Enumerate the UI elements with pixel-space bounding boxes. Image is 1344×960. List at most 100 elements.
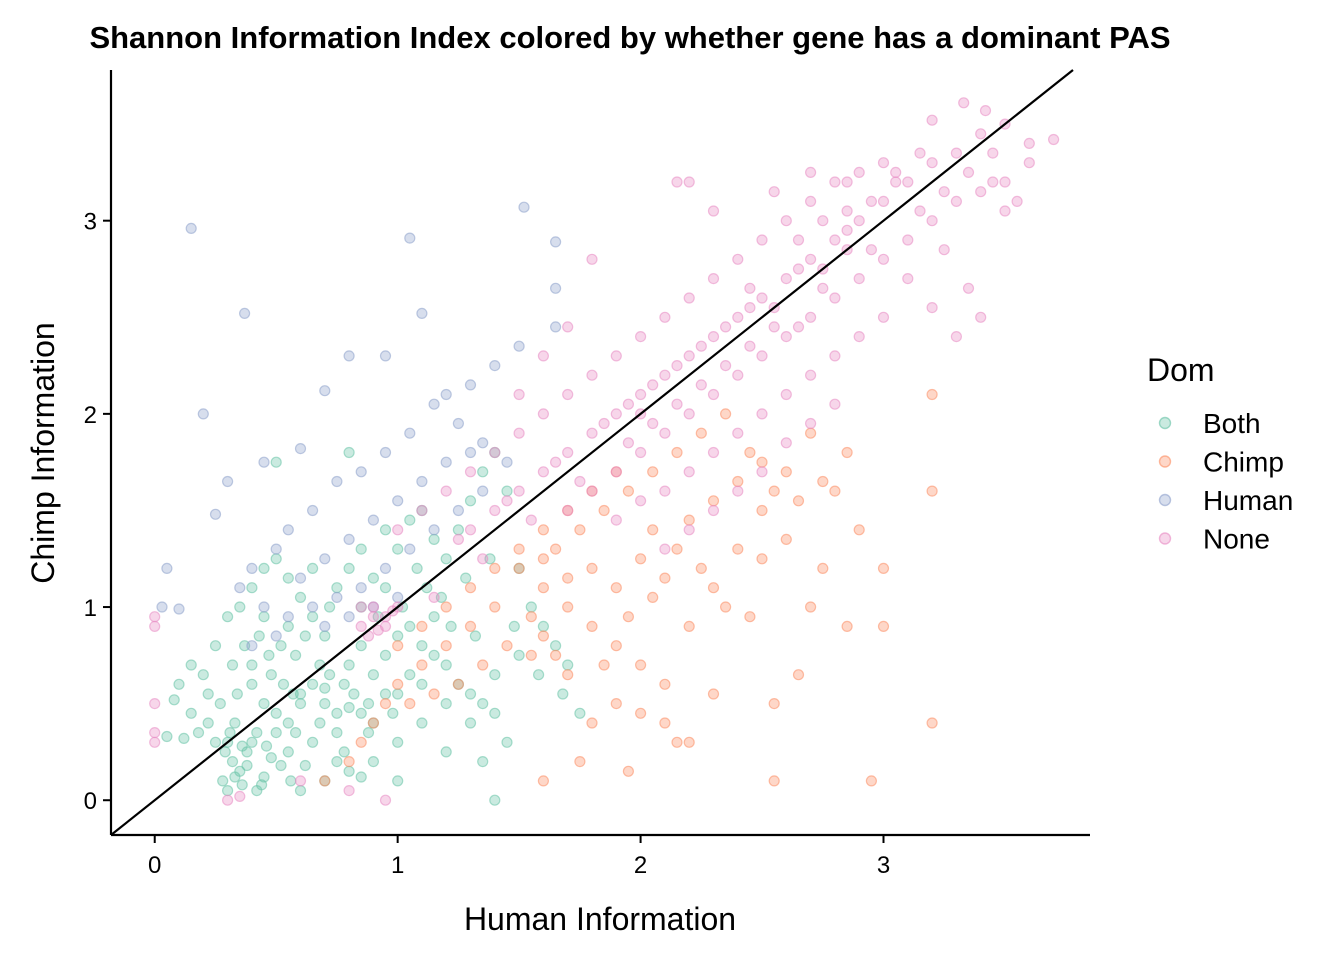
point-human [392, 495, 404, 507]
point-none [622, 437, 635, 449]
point-none [149, 726, 161, 739]
point-none [294, 775, 307, 787]
point-both [275, 640, 287, 652]
point-both [367, 572, 379, 584]
point-chimp [647, 591, 659, 604]
point-both [355, 707, 367, 719]
point-none [372, 624, 384, 636]
legend-item-both: Both [1158, 408, 1261, 439]
point-none [513, 427, 525, 439]
point-both [178, 732, 190, 745]
point-chimp [683, 620, 695, 633]
point-none [634, 446, 647, 459]
point-none [950, 331, 963, 343]
point-none [464, 466, 477, 478]
point-none [999, 205, 1011, 217]
point-both [324, 601, 336, 613]
point-none [877, 311, 890, 323]
point-none [707, 331, 720, 343]
point-chimp [683, 736, 695, 748]
series-both [161, 446, 586, 806]
point-both [282, 746, 294, 758]
point-none [707, 446, 720, 459]
point-both [270, 707, 282, 719]
legend-item-chimp: Chimp [1158, 447, 1284, 478]
point-both [416, 678, 428, 690]
point-both [231, 688, 243, 700]
point-human [331, 591, 343, 604]
point-human [270, 543, 282, 555]
point-chimp [817, 475, 829, 488]
point-chimp [537, 630, 550, 642]
point-human [404, 427, 416, 439]
point-human [246, 640, 258, 652]
point-both [241, 759, 253, 772]
point-none [513, 485, 525, 497]
point-both [367, 669, 379, 681]
point-both [338, 678, 350, 690]
point-both [392, 736, 404, 748]
point-chimp [804, 427, 817, 439]
point-none [659, 311, 671, 323]
point-both [440, 697, 452, 710]
point-none [877, 253, 890, 265]
point-both [209, 736, 222, 748]
point-chimp [586, 562, 598, 575]
point-human [464, 446, 477, 459]
point-none [683, 176, 695, 188]
point-none [149, 736, 161, 748]
point-human [379, 562, 392, 575]
point-none [853, 166, 865, 178]
point-none [622, 398, 635, 410]
point-both [343, 765, 355, 777]
point-chimp [562, 572, 574, 584]
point-chimp [574, 524, 586, 536]
point-chimp [804, 601, 817, 613]
point-both [343, 562, 355, 575]
point-both [392, 543, 404, 555]
point-none [671, 398, 683, 410]
point-chimp [598, 659, 610, 671]
point-chimp [562, 669, 574, 681]
point-both [324, 669, 336, 681]
point-none [513, 388, 525, 401]
point-both [562, 659, 574, 671]
point-chimp [853, 524, 865, 536]
point-human [549, 282, 562, 294]
point-chimp [477, 659, 489, 671]
point-none [744, 302, 756, 314]
point-none [562, 504, 574, 517]
point-none [428, 591, 440, 604]
point-none [501, 495, 513, 507]
point-both [574, 707, 586, 719]
point-none [719, 360, 732, 372]
point-none [938, 244, 950, 256]
point-both [185, 707, 197, 719]
point-human [355, 466, 367, 478]
point-human [222, 475, 234, 488]
point-chimp [537, 775, 550, 787]
point-none [234, 790, 246, 803]
point-both [290, 649, 302, 661]
point-human [392, 591, 404, 604]
point-human [549, 236, 562, 248]
point-human [246, 562, 258, 575]
point-chimp [622, 611, 635, 623]
point-human [416, 307, 428, 319]
point-chimp [732, 475, 744, 488]
point-none [865, 195, 878, 207]
point-both [246, 678, 258, 690]
point-human [294, 443, 307, 455]
point-none [367, 601, 379, 613]
point-both [428, 533, 440, 546]
point-chimp [841, 446, 853, 459]
point-none [707, 388, 720, 401]
point-both [217, 775, 229, 787]
point-none [149, 611, 161, 623]
point-chimp [659, 572, 671, 584]
point-chimp [610, 640, 622, 652]
legend-label-both: Both [1203, 408, 1261, 439]
point-both [428, 649, 440, 661]
point-both [460, 572, 472, 584]
point-both [379, 582, 392, 594]
